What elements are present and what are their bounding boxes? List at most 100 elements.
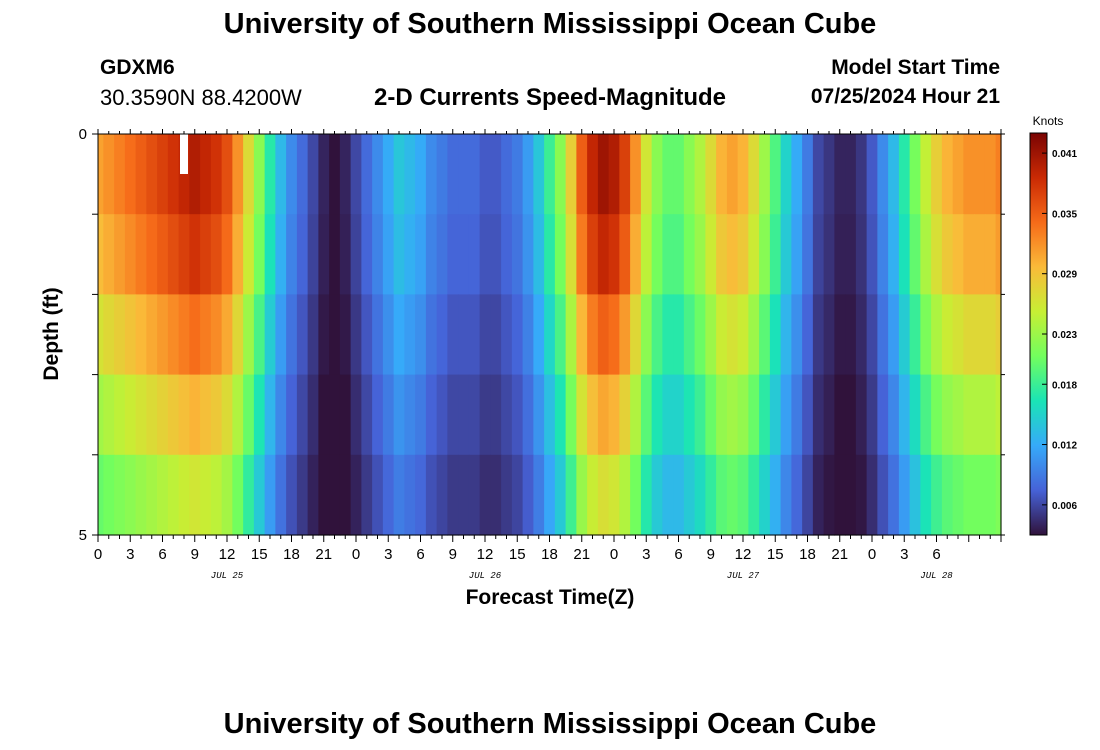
heatmap-cell [425,214,438,295]
heatmap-cell [608,374,620,456]
heatmap-cell [705,214,717,295]
heatmap-cell [995,294,1002,376]
heatmap-cell [415,134,427,215]
heatmap-cell [458,374,470,456]
heatmap-cell [167,214,180,295]
heatmap-cell [135,214,147,295]
heatmap-cell [533,214,545,295]
heatmap-cell [963,454,975,536]
heatmap-cell [350,294,362,376]
heatmap-cell [759,374,771,456]
heatmap-cell [243,134,255,215]
heatmap-cell [576,214,588,295]
heatmap-cell [447,454,459,536]
heatmap-cell [834,454,846,536]
heatmap-cell [855,214,868,295]
heatmap-cell [382,294,395,376]
heatmap-cell [98,374,104,456]
heatmap-cell [834,134,846,215]
heatmap-cell [264,214,276,295]
heatmap-cell [963,134,975,215]
heatmap-cell [436,294,448,376]
heatmap-cell [501,214,513,295]
heatmap-cell [651,374,663,456]
heatmap-cell [372,214,384,295]
heatmap-cell [705,374,717,456]
heatmap-cell [597,454,610,536]
heatmap-cell [404,374,416,456]
x-tick-label: 9 [191,546,199,563]
date-label: JUL 27 [727,571,760,581]
heatmap-cell [673,374,685,456]
heatmap-cell [318,374,330,456]
heatmap-cell [576,134,588,215]
heatmap-cell [759,214,771,295]
heatmap-cell [189,454,201,536]
heatmap-cell [823,134,835,215]
heatmap-cell [501,374,513,456]
heatmap-cell [726,454,739,536]
heatmap-cell [447,134,459,215]
heatmap-cell [339,454,352,536]
heatmap-cell [124,374,137,456]
heatmap-cell [984,454,997,536]
heatmap-cell [98,454,104,536]
heatmap-cell [200,134,212,215]
heatmap-cell [210,214,223,295]
heatmap-cell [640,454,653,536]
heatmap-cell [597,214,610,295]
heatmap-cell [608,134,620,215]
heatmap-cell [372,294,384,376]
heatmap-cell [243,374,255,456]
heatmap-cell [673,454,685,536]
heatmap-cell [877,214,889,295]
heatmap-cell [382,454,395,536]
heatmap-cell [103,374,115,456]
heatmap-cell [683,134,696,215]
heatmap-cell [329,454,341,536]
heatmap-cell [296,454,309,536]
y-axis-label: Depth (ft) [40,287,63,380]
heatmap-cell [425,294,438,376]
heatmap-cell [554,134,567,215]
x-tick-label: 12 [735,546,752,563]
heatmap-cell [135,454,147,536]
heatmap-cell [135,294,147,376]
heatmap-cell [683,374,696,456]
colorbar-tick-label: 0.029 [1052,270,1077,281]
heatmap-cell [920,454,932,536]
heatmap-cell [640,134,653,215]
heatmap-cell [952,454,964,536]
heatmap-cell [232,214,244,295]
heatmap-cell [479,454,491,536]
heatmap-cell [511,454,524,536]
heatmap-cell [178,454,190,536]
heatmap-cell [296,214,309,295]
heatmap-cell [221,214,233,295]
heatmap-cell [673,214,685,295]
heatmap-cell [275,214,287,295]
heatmap-cell [232,134,244,215]
heatmap-cell [253,374,266,456]
heatmap-cell [587,454,599,536]
heatmap-cell [662,374,674,456]
heatmap-cell [823,374,835,456]
heatmap-cell [522,214,534,295]
heatmap-cell [339,374,352,456]
heatmap-cells [98,134,1002,536]
x-tick-label: 6 [674,546,682,563]
heatmap-cell [103,214,115,295]
heatmap-cell [114,374,126,456]
heatmap-cell [791,374,803,456]
heatmap-cell [210,294,223,376]
heatmap-cell [167,374,180,456]
heatmap-cell [909,214,921,295]
heatmap-cell [146,214,158,295]
heatmap-cell [694,374,706,456]
heatmap-cell [232,294,244,376]
heatmap-cell [490,134,502,215]
heatmap-cell [683,294,696,376]
heatmap-cell [866,134,878,215]
heatmap-cell [350,454,362,536]
heatmap-cell [393,454,405,536]
